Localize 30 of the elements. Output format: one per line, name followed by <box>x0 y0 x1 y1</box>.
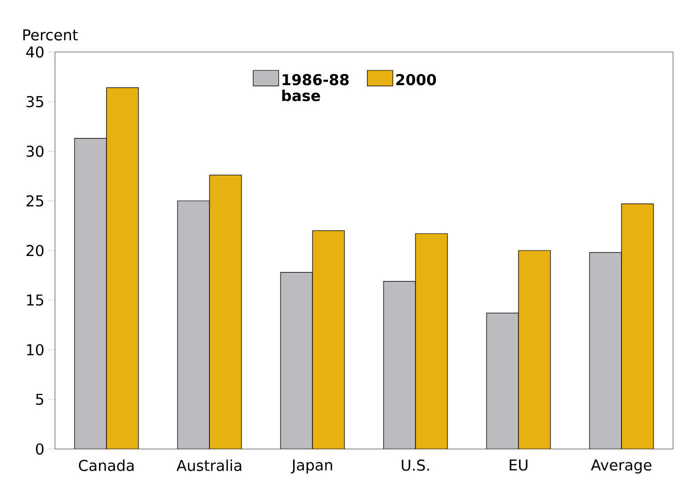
bar <box>621 204 654 449</box>
y-tick-label: 10 <box>27 344 44 356</box>
y-tick-label: 20 <box>26 244 44 256</box>
bar <box>74 138 107 449</box>
x-tick-label: U.S. <box>402 460 429 471</box>
y-tick-label: 40 <box>26 46 44 58</box>
y-tick-label: 15 <box>27 294 44 306</box>
y-tick-label: 0 <box>36 443 44 455</box>
bar <box>518 250 551 449</box>
y-tick-label: 5 <box>36 394 44 405</box>
bar <box>312 230 344 449</box>
y-tick-label: 30 <box>26 146 44 157</box>
bar <box>106 87 139 449</box>
bar <box>177 200 210 449</box>
x-tick-label: Australia <box>176 460 242 472</box>
bar <box>383 280 416 449</box>
y-axis-title: Percent <box>23 29 78 40</box>
y-tick-label: 25 <box>26 195 44 207</box>
bar <box>589 252 622 449</box>
legend-label: 1986-88 base <box>282 74 349 102</box>
x-tick-label: Canada <box>78 460 134 472</box>
bar <box>209 174 242 449</box>
y-tick-label: 35 <box>26 96 44 108</box>
bar <box>486 312 519 449</box>
bar <box>415 233 448 449</box>
x-tick-label: EU <box>510 460 528 471</box>
bar <box>280 272 313 449</box>
x-tick-label: Japan <box>290 460 332 474</box>
x-tick-label: Average <box>590 460 652 474</box>
legend-label: 2000 <box>396 74 436 86</box>
